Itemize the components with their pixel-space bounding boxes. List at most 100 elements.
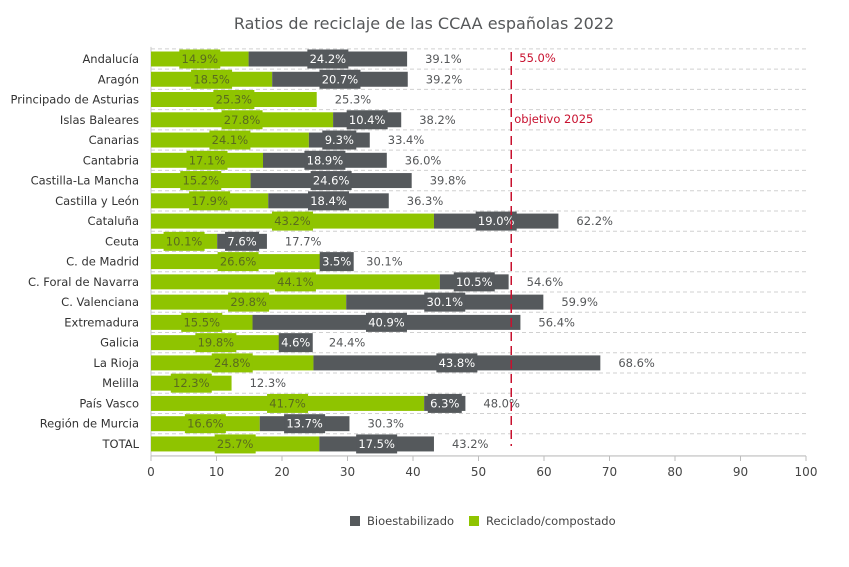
- label-bioestabilizado: 3.5%: [322, 255, 351, 269]
- total-label: 17.7%: [285, 234, 322, 248]
- label-bioestabilizado-bg: [319, 69, 361, 89]
- label-reciclado-bg: [271, 211, 313, 231]
- category-label: Extremadura: [64, 315, 139, 329]
- label-bioestabilizado: 43.8%: [439, 356, 476, 370]
- bar-row-cataluna: Cataluña 43.2% 19.0% 62.2%: [88, 211, 613, 231]
- bar-row-cantabria: Cantabria 17.1% 18.9% 36.0%: [83, 150, 441, 170]
- label-bioestabilizado: 10.4%: [349, 113, 386, 127]
- category-label: Región de Murcia: [40, 417, 139, 431]
- total-label: 62.2%: [576, 214, 613, 228]
- label-reciclado: 29.8%: [230, 295, 267, 309]
- bar-row-ceuta: Ceuta 10.1% 7.6% 17.7%: [105, 231, 322, 251]
- label-bioestabilizado-bg: [365, 312, 407, 332]
- label-reciclado-bg: [221, 110, 263, 130]
- category-label: Ceuta: [105, 234, 139, 248]
- chart-title: Ratios de reciclaje de las CCAA española…: [234, 14, 614, 33]
- legend: Bioestabilizado Reciclado/compostado: [350, 514, 616, 528]
- legend-label-bioestabilizado: Bioestabilizado: [367, 514, 454, 528]
- label-reciclado: 25.3%: [216, 93, 253, 107]
- label-reciclado-bg: [217, 252, 259, 272]
- label-reciclado: 43.2%: [274, 214, 311, 228]
- legend-swatch-reciclado: [469, 516, 479, 526]
- total-label: 48.0%: [483, 396, 520, 410]
- x-tick-label: 90: [733, 465, 748, 479]
- total-label: 54.6%: [527, 275, 564, 289]
- label-bioestabilizado-bg: [308, 191, 350, 211]
- x-tick-label: 20: [274, 465, 289, 479]
- label-bioestabilizado-bg: [475, 211, 517, 231]
- bar-row-la-rioja: La Rioja 24.8% 43.8% 68.6%: [93, 353, 655, 373]
- category-label: Galicia: [100, 336, 139, 350]
- label-bioestabilizado-bg: [346, 110, 388, 130]
- label-bioestabilizado-bg: [319, 252, 354, 272]
- category-label: Cantabria: [83, 153, 139, 167]
- label-reciclado-bg: [191, 69, 233, 89]
- label-reciclado: 19.8%: [198, 336, 235, 350]
- label-reciclado-bg: [180, 171, 222, 191]
- target-value-label: 55.0%: [519, 51, 556, 65]
- x-tick-label: 40: [405, 465, 420, 479]
- x-tick-label: 70: [602, 465, 617, 479]
- label-reciclado: 26.6%: [220, 255, 257, 269]
- legend-label-reciclado: Reciclado/compostado: [486, 514, 616, 528]
- label-bioestabilizado: 17.5%: [358, 437, 395, 451]
- x-tick-label: 0: [147, 465, 155, 479]
- total-label: 68.6%: [618, 356, 655, 370]
- bar-row-canarias: Canarias 24.1% 9.3% 33.4%: [89, 130, 425, 150]
- label-reciclado: 10.1%: [166, 234, 203, 248]
- category-label: Principado de Asturias: [11, 93, 139, 107]
- label-bioestabilizado: 24.6%: [313, 174, 350, 188]
- category-label: Andalucía: [82, 52, 139, 66]
- label-bioestabilizado: 20.7%: [322, 72, 359, 86]
- label-bioestabilizado-bg: [322, 130, 357, 150]
- label-reciclado: 25.7%: [217, 437, 254, 451]
- total-label: 12.3%: [250, 376, 287, 390]
- label-reciclado-bg: [209, 130, 251, 150]
- category-label: Aragón: [98, 72, 139, 86]
- bars: Andalucía 14.9% 24.2% 39.1% Aragón 18.5% 20.7%…: [11, 49, 655, 454]
- label-reciclado-bg: [213, 90, 255, 110]
- bar-row-aragon: Aragón 18.5% 20.7% 39.2%: [98, 69, 463, 89]
- label-reciclado: 44.1%: [277, 275, 314, 289]
- x-tick-label: 60: [536, 465, 551, 479]
- bar-row-castilla-la-mancha: Castilla-La Mancha 15.2% 24.6% 39.8%: [31, 171, 467, 191]
- label-bioestabilizado-bg: [310, 171, 352, 191]
- category-label: C. de Madrid: [66, 255, 139, 269]
- total-label: 38.2%: [419, 113, 456, 127]
- label-reciclado-bg: [184, 414, 226, 434]
- label-bioestabilizado: 19.0%: [478, 214, 515, 228]
- bar-row-c-de-madrid: C. de Madrid 26.6% 3.5% 30.1%: [66, 252, 403, 272]
- category-label: La Rioja: [93, 356, 139, 370]
- target-line-group: 55.0% objetivo 2025: [510, 51, 593, 446]
- x-tick-label: 100: [795, 465, 818, 479]
- label-bioestabilizado: 7.6%: [227, 234, 256, 248]
- category-label: Cataluña: [88, 214, 139, 228]
- label-bioestabilizado: 18.4%: [310, 194, 347, 208]
- total-label: 30.3%: [367, 417, 404, 431]
- label-bioestabilizado-bg: [225, 231, 260, 251]
- label-reciclado-bg: [170, 373, 212, 393]
- x-tick-label: 30: [340, 465, 355, 479]
- bar-row-total: TOTAL 25.7% 17.5% 43.2%: [102, 434, 489, 454]
- label-bioestabilizado: 18.9%: [307, 153, 344, 167]
- bar-row-islas-baleares: Islas Baleares 27.8% 10.4% 38.2%: [60, 110, 456, 130]
- total-label: 39.8%: [430, 174, 467, 188]
- label-reciclado: 17.1%: [189, 153, 226, 167]
- label-bioestabilizado: 10.5%: [456, 275, 493, 289]
- label-reciclado: 12.3%: [173, 376, 210, 390]
- label-bioestabilizado-bg: [278, 333, 313, 353]
- total-label: 36.3%: [407, 194, 444, 208]
- x-tick-label: 10: [209, 465, 224, 479]
- total-label: 56.4%: [538, 315, 575, 329]
- label-bioestabilizado: 30.1%: [426, 295, 463, 309]
- total-label: 39.2%: [426, 72, 463, 86]
- category-label: Canarias: [89, 133, 139, 147]
- total-label: 33.4%: [388, 133, 425, 147]
- label-bioestabilizado: 6.3%: [430, 396, 459, 410]
- label-reciclado: 41.7%: [269, 396, 306, 410]
- bar-row-melilla: Melilla 12.3% 12.3%: [102, 373, 287, 393]
- label-reciclado-bg: [189, 191, 231, 211]
- bar-row-galicia: Galicia 19.8% 4.6% 24.4%: [100, 333, 365, 353]
- label-bioestabilizado: 9.3%: [325, 133, 354, 147]
- x-tick-label: 50: [471, 465, 486, 479]
